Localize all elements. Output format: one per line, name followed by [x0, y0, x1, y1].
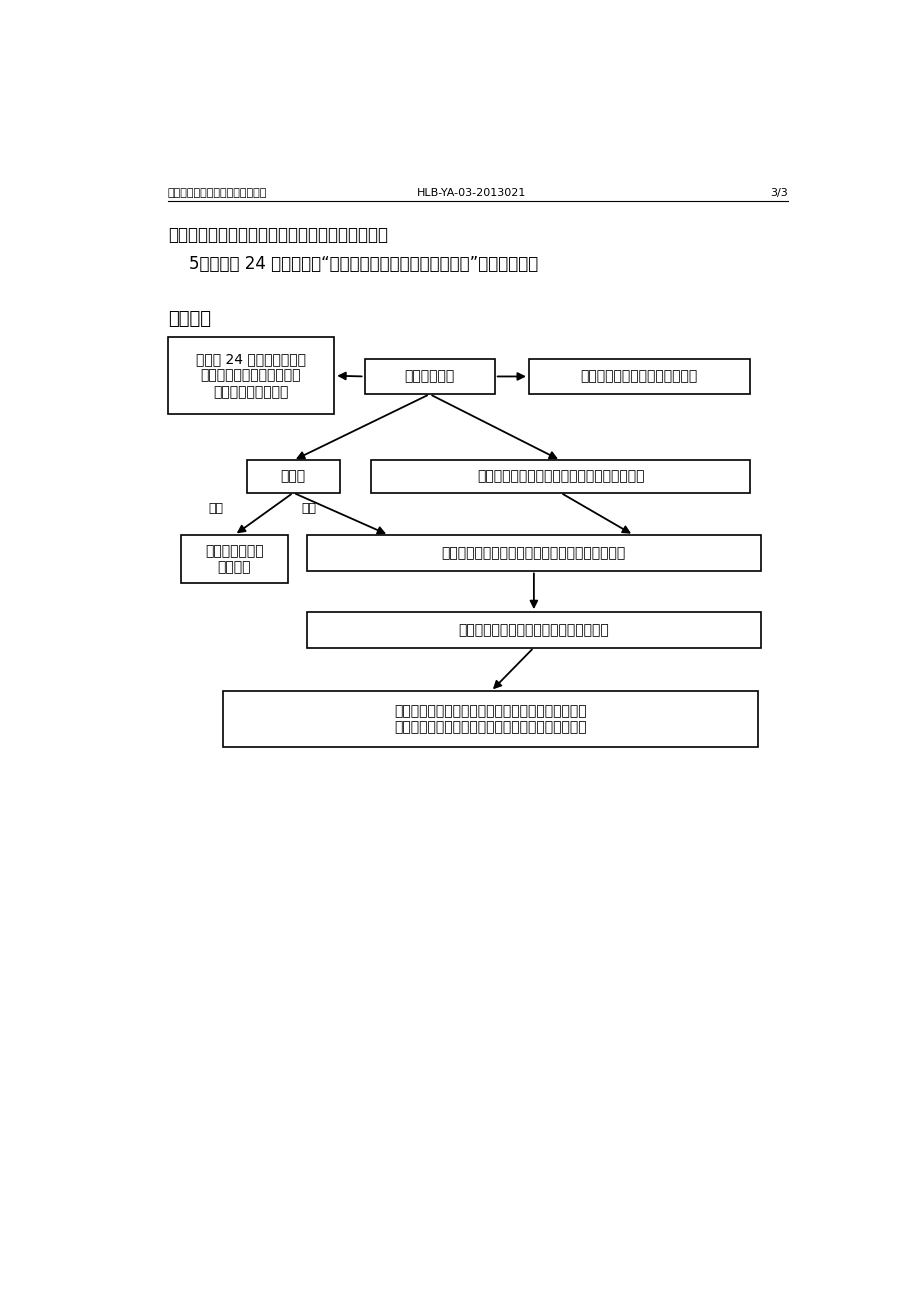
FancyBboxPatch shape — [223, 691, 757, 747]
Text: 封存时，按《医疗事故处理条例》有关程序进行。: 封存时，按《医疗事故处理条例》有关程序进行。 — [167, 225, 387, 243]
FancyBboxPatch shape — [307, 535, 760, 570]
Text: 口服药: 口服药 — [280, 470, 305, 483]
Text: 护士长 24 小时内填写医疗
安全不良事件及隐患报告表
上报护理部和医务部: 护士长 24 小时内填写医疗 安全不良事件及隐患报告表 上报护理部和医务部 — [196, 353, 306, 398]
Text: 3/3: 3/3 — [769, 189, 787, 198]
Text: 5．护士长 24 小时内填写“医疗安全不良事件及隐患报告表”上报护理部。: 5．护士长 24 小时内填写“医疗安全不良事件及隐患报告表”上报护理部。 — [167, 255, 538, 273]
FancyBboxPatch shape — [167, 337, 334, 414]
Text: 记录患者生命体征、一般情况和抗救过程: 记录患者生命体征、一般情况和抗救过程 — [458, 622, 608, 637]
Text: 更换正确药物，
做好解释: 更换正确药物， 做好解释 — [205, 544, 264, 574]
FancyBboxPatch shape — [181, 535, 288, 583]
FancyBboxPatch shape — [307, 612, 760, 647]
FancyBboxPatch shape — [364, 359, 494, 395]
FancyBboxPatch shape — [528, 359, 749, 395]
Text: 已服: 已服 — [301, 503, 315, 516]
Text: 及时报告医生、护士长、科主任: 及时报告医生、护士长、科主任 — [580, 370, 698, 384]
Text: 【程序】: 【程序】 — [167, 310, 210, 328]
Text: 未服: 未服 — [209, 503, 223, 516]
Text: 做好家属安扁工作，若有异议且无法协调时，立即按
照有关程序对对输液器具或药品或护理文书进行封存: 做好家属安扁工作，若有异议且无法协调时，立即按 照有关程序对对输液器具或药品或护… — [394, 704, 586, 734]
FancyBboxPatch shape — [370, 461, 750, 492]
Text: HLB-YA-03-2013021: HLB-YA-03-2013021 — [416, 189, 526, 198]
Text: 根据药物及病人情况，遵医嘱采取相应的补救措施: 根据药物及病人情况，遵医嘱采取相应的补救措施 — [441, 546, 625, 560]
Text: 用药错误的预防、应急预案及程序: 用药错误的预防、应急预案及程序 — [167, 189, 267, 198]
Text: 发生用药错误: 发生用药错误 — [404, 370, 454, 384]
Text: 静脉给药：立即停止输注，更换液体及输液器: 静脉给药：立即停止输注，更换液体及输液器 — [476, 470, 643, 483]
FancyBboxPatch shape — [246, 461, 339, 492]
